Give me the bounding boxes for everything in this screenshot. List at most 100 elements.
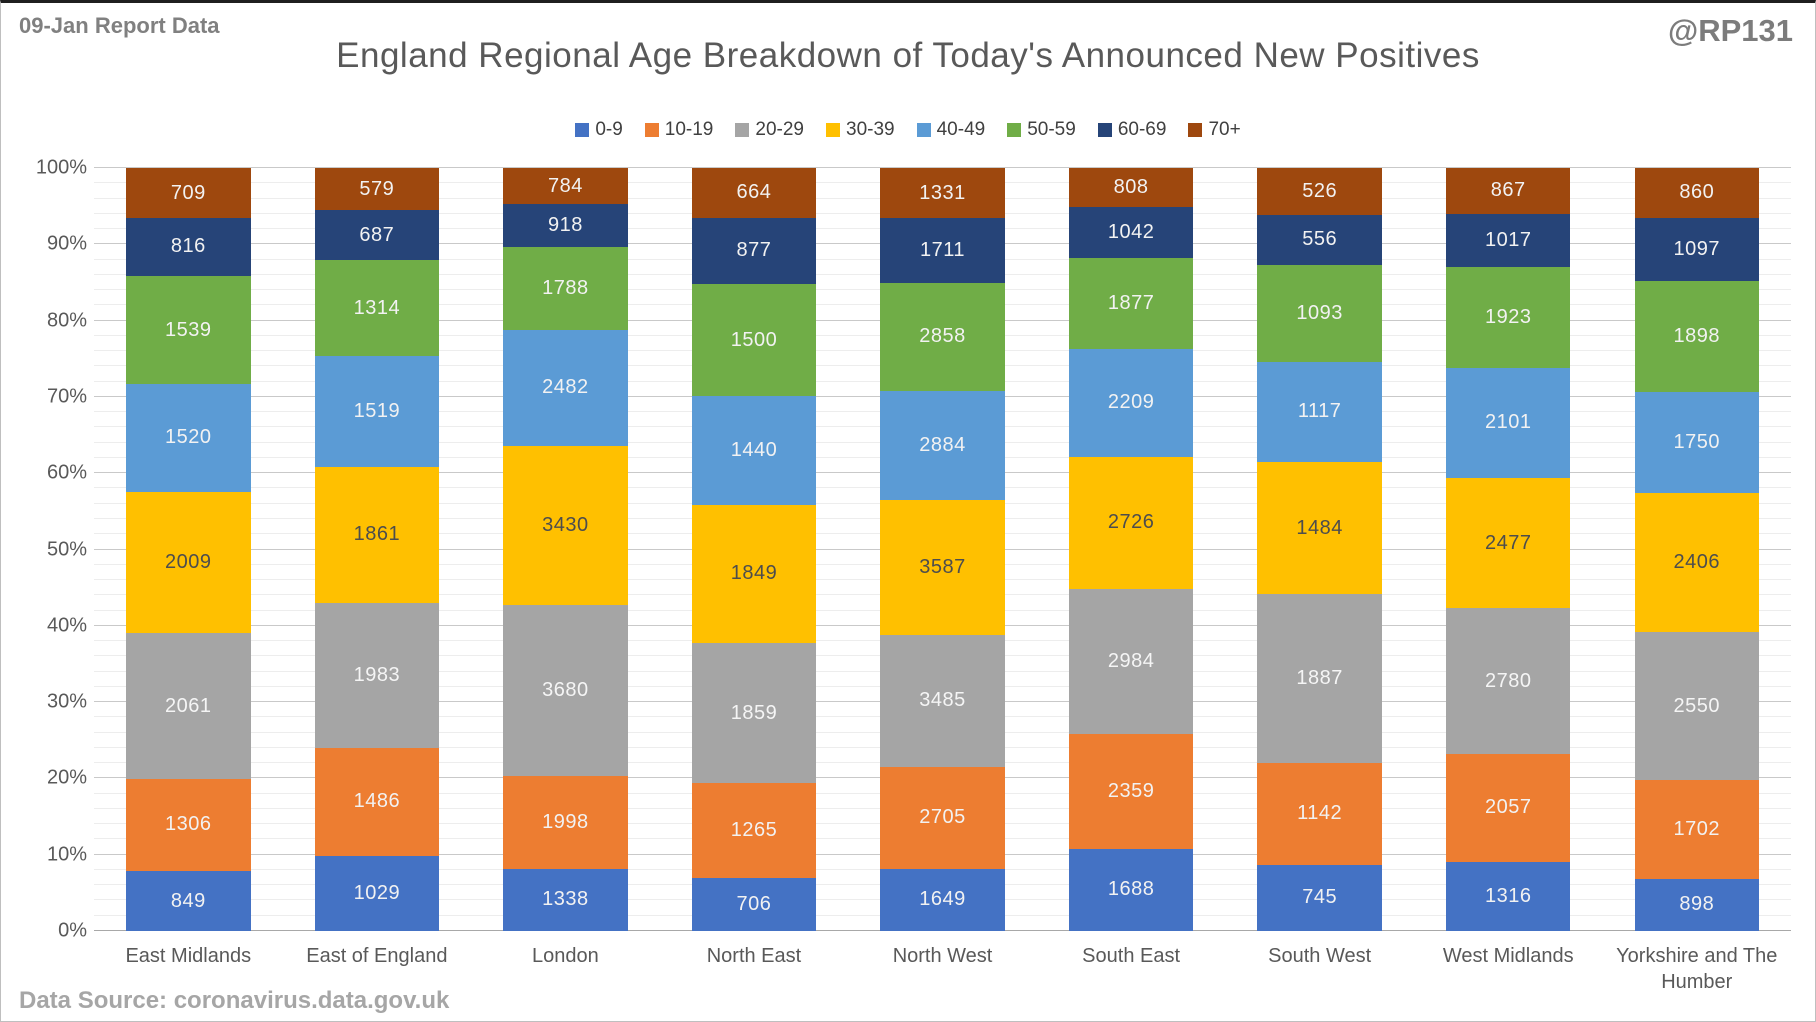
stacked-bar-East of England: 1029 1486 1983 1861 1519 1314 687 579 [314, 168, 440, 931]
bar-column: 849 1306 2061 2009 1520 1539 816 709 [94, 168, 283, 931]
major-gridline [94, 167, 1791, 168]
bar-segment-0-9: 1338 [503, 868, 628, 931]
bar-segment-60-69: 687 [314, 210, 440, 261]
legend-label: 70+ [1208, 119, 1241, 140]
legend-item-50-59: 50-59 [1007, 119, 1076, 141]
bar-segment-60-69: 1017 [1446, 213, 1571, 267]
bar-segment-20-29: 2984 [1068, 589, 1194, 735]
bar-segment-50-59: 1500 [691, 283, 817, 397]
bar-segment-20-29: 2061 [126, 633, 251, 779]
bar-column: 1338 1998 3680 3430 2482 1788 918 784 [471, 168, 660, 931]
bar-segment-0-9: 745 [1257, 864, 1382, 931]
bar-segment-0-9: 849 [126, 871, 251, 931]
legend-swatch-icon [1188, 123, 1203, 137]
bar-segment-60-69: 877 [691, 217, 817, 284]
bar-segment-50-59: 1539 [126, 275, 251, 385]
chart-legend: 0-9 10-19 20-29 30-39 40-49 50-59 60-69 70+ [1, 119, 1815, 141]
bar-segment-10-19: 2359 [1068, 734, 1194, 849]
bar-segment-20-29: 2550 [1634, 632, 1759, 781]
stacked-bar-South West: 745 1142 1887 1484 1117 1093 556 526 [1257, 168, 1382, 931]
x-axis-label: London [532, 945, 599, 967]
stacked-bar-Yorkshire and The Humber: 898 1702 2550 2406 1750 1898 1097 860 [1634, 168, 1759, 931]
bar-segment-70+: 664 [691, 168, 817, 218]
legend-item-60-69: 60-69 [1097, 119, 1166, 141]
bar-segment-10-19: 2057 [1446, 753, 1571, 862]
legend-swatch-icon [1097, 123, 1112, 137]
bar-segment-70+: 867 [1446, 168, 1571, 214]
bar-column: 745 1142 1887 1484 1117 1093 556 526 [1225, 168, 1414, 931]
bar-segment-40-49: 2209 [1068, 349, 1194, 457]
bar-segment-30-39: 2406 [1634, 492, 1759, 633]
bar-segment-40-49: 1440 [691, 396, 817, 505]
bar-segment-50-59: 1314 [314, 260, 440, 357]
x-axis-label: East of England [306, 945, 448, 967]
bar-segment-30-39: 1484 [1257, 461, 1382, 595]
bar-segment-0-9: 1649 [880, 868, 1005, 931]
x-axis-label: East Midlands [125, 945, 252, 967]
stacked-bar-North East: 706 1265 1859 1849 1440 1500 877 664 [691, 168, 817, 931]
x-axis: East Midlands East of England London North … [94, 943, 1791, 995]
legend-label: 40-49 [936, 119, 986, 140]
y-tick-label: 70% [46, 385, 87, 408]
y-tick-label: 20% [46, 766, 87, 789]
bar-segment-30-39: 3587 [880, 499, 1005, 636]
y-tick-label: 80% [46, 309, 87, 332]
bar-segment-40-49: 1117 [1257, 362, 1382, 462]
y-axis: 0% 10% 20% 30% 40% 50% 60% 70% 80% 90% 100% [7, 157, 87, 942]
bar-segment-10-19: 1702 [1634, 780, 1759, 879]
y-tick-label: 60% [46, 461, 87, 484]
legend-item-10-19: 10-19 [644, 119, 714, 141]
stacked-bar-West Midlands: 1316 2057 2780 2477 2101 1923 1017 867 [1446, 168, 1571, 931]
bar-segment-20-29: 2780 [1446, 608, 1571, 754]
y-tick-label: 50% [46, 538, 87, 560]
bars-container: 849 1306 2061 2009 1520 1539 816 709 1029 1486 198… [94, 168, 1791, 931]
bar-segment-10-19: 2705 [880, 766, 1005, 869]
bar-segment-0-9: 898 [1634, 878, 1759, 931]
bar-segment-10-19: 1998 [503, 775, 628, 869]
bar-segment-60-69: 1097 [1634, 217, 1759, 282]
bar-segment-40-49: 2101 [1446, 367, 1571, 479]
bar-segment-70+: 709 [126, 168, 251, 219]
bar-segment-60-69: 918 [503, 204, 628, 248]
legend-label: 20-29 [755, 119, 804, 140]
bar-segment-20-29: 1983 [314, 602, 440, 748]
bar-segment-40-49: 1750 [1634, 391, 1759, 493]
legend-item-0-9: 0-9 [575, 119, 623, 141]
legend-item-70+: 70+ [1188, 119, 1241, 141]
stacked-bar-North West: 1649 2705 3485 3587 2884 2858 1711 1331 [880, 168, 1005, 931]
bar-segment-40-49: 1519 [314, 356, 440, 468]
x-axis-label: South West [1268, 945, 1372, 967]
bar-segment-40-49: 2482 [503, 330, 628, 446]
stacked-bar-London: 1338 1998 3680 3430 2482 1788 918 784 [503, 168, 628, 931]
legend-label: 0-9 [595, 119, 623, 140]
bar-segment-30-39: 2726 [1068, 456, 1194, 590]
bar-column: 1029 1486 1983 1861 1519 1314 687 579 [283, 168, 472, 931]
bar-segment-30-39: 1861 [314, 467, 440, 603]
legend-swatch-icon [735, 123, 750, 137]
report-date-label: 09-Jan Report Data [19, 13, 220, 38]
bar-segment-30-39: 3430 [503, 445, 628, 605]
y-tick-label: 0% [58, 919, 87, 942]
bar-column: 1316 2057 2780 2477 2101 1923 1017 867 [1414, 168, 1603, 931]
bar-column: 706 1265 1859 1849 1440 1500 877 664 [660, 168, 849, 931]
bar-segment-20-29: 3680 [503, 604, 628, 776]
bar-column: 1688 2359 2984 2726 2209 1877 1042 808 [1037, 168, 1226, 931]
bar-segment-70+: 1331 [880, 168, 1005, 219]
legend-label: 10-19 [664, 119, 714, 140]
x-axis-label: North West [892, 945, 993, 967]
y-tick-label: 100% [35, 156, 87, 179]
legend-label: 50-59 [1027, 119, 1076, 140]
bar-segment-0-9: 706 [691, 877, 817, 931]
x-axis-label: Yorkshire and The Humber [1616, 945, 1778, 993]
bar-segment-10-19: 1486 [314, 747, 440, 856]
y-tick-label: 10% [46, 843, 87, 866]
bar-segment-70+: 784 [503, 168, 628, 205]
bar-segment-50-59: 1093 [1257, 264, 1382, 363]
stacked-bar-East Midlands: 849 1306 2061 2009 1520 1539 816 709 [126, 168, 251, 931]
bar-segment-10-19: 1306 [126, 778, 251, 872]
legend-swatch-icon [826, 123, 840, 137]
plot-area: 849 1306 2061 2009 1520 1539 816 709 1029 1486 198… [94, 167, 1791, 931]
bar-segment-30-39: 2477 [1446, 478, 1571, 609]
legend-swatch-icon [575, 123, 590, 137]
